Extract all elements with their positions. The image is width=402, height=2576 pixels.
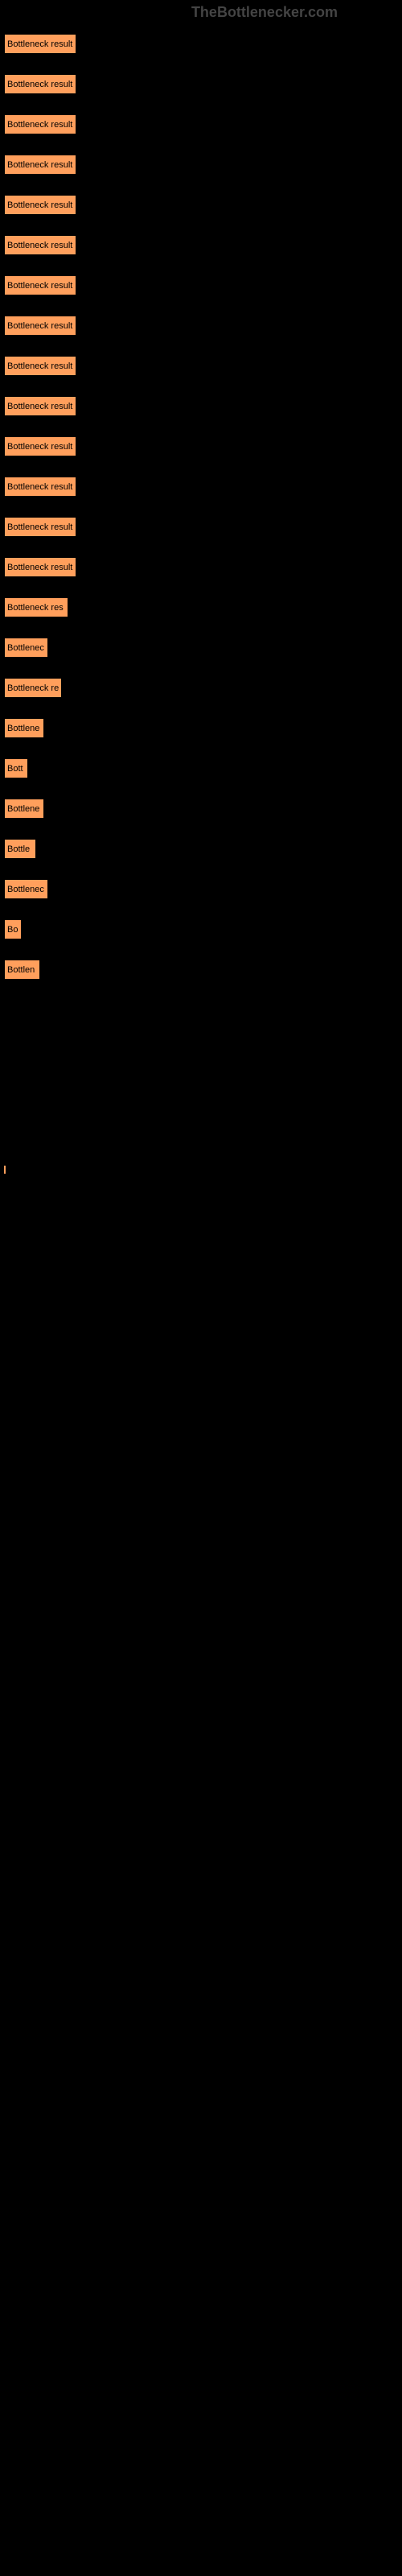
bar-row: Bottleneck result [4,306,398,345]
bar-label: Bottleneck result [7,482,72,492]
bar-row: Bottle [4,829,398,868]
chart-bar[interactable]: Bottleneck result [4,74,76,94]
watermark-text: TheBottlenecker.com [191,4,338,21]
bar-row: Bottleneck result [4,24,398,63]
bar-label: Bottlene [7,804,39,814]
chart-bar[interactable]: Bottlenec [4,638,48,658]
chart-bar[interactable]: Bottlene [4,718,44,738]
chart-bar[interactable]: Bottleneck result [4,34,76,54]
bar-label: Bottleneck result [7,361,72,371]
bar-label: Bo [7,925,18,935]
chart-bar[interactable]: Bottleneck result [4,195,76,215]
bar-row: Bottleneck result [4,346,398,385]
bar-label: Bottleneck result [7,80,72,89]
bar-row: Bo [4,910,398,948]
bar-row: Bottlen [4,950,398,989]
bar-row: Bottleneck result [4,386,398,425]
bar-row: Bottleneck result [4,105,398,143]
bar-row: Bottlene [4,708,398,747]
bar-row: Bottlene [4,789,398,828]
chart-bar[interactable]: Bottleneck result [4,517,76,537]
bar-label: Bottleneck result [7,563,72,572]
chart-bar[interactable]: Bott [4,758,28,778]
bar-label: Bottleneck result [7,120,72,130]
bar-row: Bottleneck result [4,427,398,465]
chart-bar[interactable]: Bottleneck result [4,275,76,295]
bar-label: Bottleneck res [7,603,64,613]
chart-bar[interactable]: Bottleneck result [4,396,76,416]
bar-row: Bottleneck res [4,588,398,626]
chart-bar[interactable]: Bottlenec [4,879,48,899]
chart-bar[interactable]: Bottleneck result [4,316,76,336]
chart-bar[interactable]: Bottleneck result [4,436,76,456]
bar-label: Bottleneck result [7,402,72,411]
bar-label: Bottleneck result [7,241,72,250]
bar-label: Bottleneck result [7,321,72,331]
bar-row: Bottleneck result [4,547,398,586]
bar-row: Bottleneck re [4,668,398,707]
chart-bar[interactable]: Bo [4,919,22,939]
bar-label: Bottleneck result [7,200,72,210]
bar-row: Bott [4,749,398,787]
bar-label: Bottleneck result [7,281,72,291]
chart-bar[interactable]: Bottlene [4,799,44,819]
bar-label: Bottle [7,844,30,854]
bar-row [4,1150,398,1188]
bar-row: Bottleneck result [4,467,398,506]
chart-bar[interactable]: Bottleneck result [4,477,76,497]
bar-label: Bottleneck result [7,39,72,49]
bar-label: Bottlenec [7,885,44,894]
bar-label: Bottleneck re [7,683,59,693]
chart-bar[interactable]: Bottleneck result [4,356,76,376]
bar-label: Bottlenec [7,643,44,653]
chart-bar[interactable]: Bottleneck result [4,114,76,134]
bar-label: Bottlene [7,724,39,733]
chart-bar[interactable]: Bottleneck result [4,557,76,577]
bar-row: Bottleneck result [4,507,398,546]
bar-label: Bottleneck result [7,160,72,170]
bar-label: Bottleneck result [7,442,72,452]
bar-row: Bottleneck result [4,266,398,304]
bar-label: Bottlen [7,965,35,975]
bar-label: Bott [7,764,23,774]
bar-label: Bottleneck result [7,522,72,532]
bar-row: Bottleneck result [4,225,398,264]
chart-bar [4,1166,6,1174]
bar-row: Bottlenec [4,628,398,667]
bar-row: Bottleneck result [4,64,398,103]
bar-row: Bottleneck result [4,185,398,224]
chart-bar[interactable]: Bottle [4,839,36,859]
chart-container: Bottleneck result Bottleneck result Bottle… [0,0,402,1194]
bar-row: Bottleneck result [4,145,398,184]
chart-bar[interactable]: Bottleneck re [4,678,62,698]
chart-bar[interactable]: Bottleneck res [4,597,68,617]
chart-bar[interactable]: Bottleneck result [4,155,76,175]
chart-bar[interactable]: Bottlen [4,960,40,980]
chart-bar[interactable]: Bottleneck result [4,235,76,255]
bar-row: Bottlenec [4,869,398,908]
